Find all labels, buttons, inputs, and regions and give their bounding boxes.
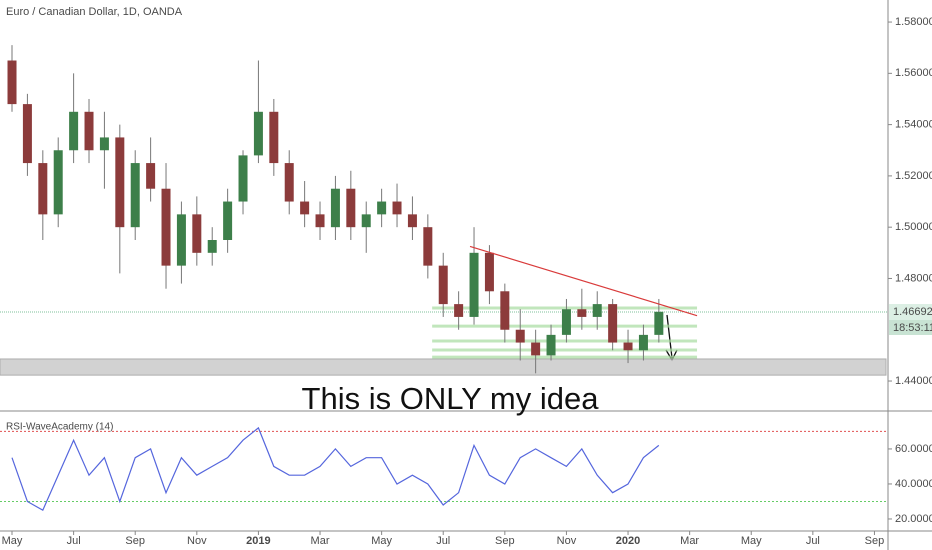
- x-tick-label: May: [2, 535, 23, 547]
- y-tick-label: 20.00000: [895, 513, 932, 525]
- countdown-label: 18:53:11: [893, 322, 932, 334]
- candle-body: [392, 201, 402, 215]
- annotation: This is ONLY my idea: [302, 381, 600, 416]
- candle-body: [469, 252, 479, 317]
- y-tick-label: 1.58000: [895, 16, 932, 28]
- y-tick-label: 1.48000: [895, 272, 932, 284]
- candle-body: [423, 227, 433, 266]
- candle-body: [438, 265, 448, 305]
- candle-body: [531, 342, 541, 356]
- candle-body: [608, 304, 618, 343]
- candle-body: [115, 137, 125, 228]
- y-tick-label: 1.44000: [895, 375, 932, 387]
- candle-body: [253, 111, 263, 156]
- x-tick-label: Jul: [436, 535, 450, 547]
- candle-body: [223, 201, 233, 240]
- candle-body: [22, 104, 32, 164]
- x-tick-label: Nov: [187, 535, 207, 547]
- x-tick-label: 2019: [246, 535, 270, 547]
- candle-body: [130, 163, 140, 228]
- y-tick-label: 40.00000: [895, 478, 932, 490]
- candle-body: [515, 329, 525, 343]
- last-price-box: [889, 304, 932, 320]
- candle-body: [623, 342, 633, 351]
- candle-body: [561, 309, 571, 335]
- candle-body: [269, 111, 279, 164]
- x-tick-label: Sep: [865, 535, 885, 547]
- candle-body: [361, 214, 371, 228]
- x-tick-label: Mar: [680, 535, 699, 547]
- y-tick-label: 1.56000: [895, 67, 932, 79]
- candle-body: [300, 201, 310, 215]
- rsi-line: [11, 426, 660, 512]
- rsi-title: RSI-WaveAcademy (14): [6, 422, 113, 433]
- candle-body: [84, 111, 94, 151]
- candle-body: [592, 304, 602, 317]
- x-tick-label: May: [741, 535, 762, 547]
- candle-body: [99, 137, 109, 151]
- trendline: [469, 245, 698, 317]
- candle-body: [284, 163, 294, 202]
- candle-body: [38, 163, 48, 215]
- candle-body: [546, 334, 556, 356]
- x-tick-label: Jul: [806, 535, 820, 547]
- candle-body: [161, 188, 171, 266]
- candle-body: [146, 163, 156, 189]
- candle-body: [53, 150, 63, 215]
- candle-body: [484, 252, 494, 292]
- candle-body: [500, 291, 510, 330]
- x-tick-label: May: [371, 535, 392, 547]
- candle-body: [192, 214, 202, 253]
- chart-title: Euro / Canadian Dollar, 1D, OANDA: [6, 6, 183, 18]
- candle-body: [577, 309, 587, 317]
- candle-body: [377, 201, 387, 215]
- y-tick-label: 1.52000: [895, 170, 932, 182]
- zone: [0, 358, 887, 376]
- x-tick-label: Sep: [125, 535, 145, 547]
- candle-body: [638, 334, 648, 351]
- candle-body: [407, 214, 417, 228]
- candle-body: [346, 188, 356, 228]
- x-tick-label: Mar: [311, 535, 330, 547]
- candle-body: [7, 60, 17, 105]
- candle-body: [454, 304, 464, 317]
- x-tick-label: 2020: [616, 535, 640, 547]
- candle-body: [330, 188, 340, 228]
- candle-body: [176, 214, 186, 266]
- candle-body: [238, 155, 248, 202]
- candle-body: [315, 214, 325, 228]
- candle-body: [654, 311, 664, 335]
- y-tick-label: 1.54000: [895, 119, 932, 131]
- countdown-box: [889, 320, 932, 335]
- y-tick-label: 60.00000: [895, 443, 932, 455]
- candle-body: [207, 240, 217, 253]
- x-tick-label: Nov: [557, 535, 577, 547]
- candle-body: [69, 111, 79, 151]
- x-tick-label: Sep: [495, 535, 515, 547]
- x-tick-label: Jul: [67, 535, 81, 547]
- y-tick-label: 1.50000: [895, 221, 932, 233]
- last-price-label: 1.46692: [893, 306, 932, 318]
